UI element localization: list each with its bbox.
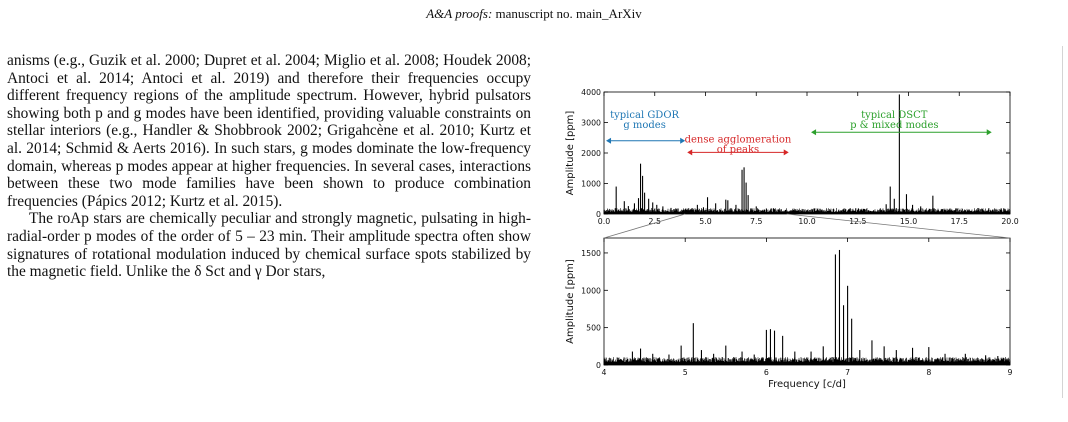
- x-tick-label: 2.5: [649, 217, 661, 226]
- annotation-text: of peaks: [717, 144, 759, 155]
- x-tick-label: 7: [845, 368, 850, 377]
- y-tick-label: 0: [596, 361, 601, 370]
- journal-name: A&A proofs:: [426, 6, 493, 21]
- arrow-head-left: [606, 137, 612, 144]
- annotation-text: g modes: [623, 120, 666, 131]
- text-column: anisms (e.g., Guzik et al. 2000; Dupret …: [7, 52, 531, 281]
- y-tick-label: 4000: [581, 88, 601, 97]
- y-tick-label: 2000: [581, 149, 601, 158]
- y-axis-label: Amplitude [ppm]: [565, 111, 576, 196]
- annotation-text: p & mixed modes: [850, 120, 938, 131]
- arrow-head-right: [680, 137, 686, 144]
- y-tick-label: 500: [586, 324, 601, 333]
- y-tick-label: 1500: [581, 249, 601, 258]
- y-tick-label: 1000: [581, 286, 601, 295]
- x-tick-label: 8: [926, 368, 931, 377]
- x-tick-label: 5.0: [699, 217, 711, 226]
- x-tick-label: 9: [1008, 368, 1013, 377]
- zoom-connector-right: [786, 213, 1011, 239]
- annotation-text: typical DSCT: [861, 110, 928, 121]
- x-tick-label: 17.5: [951, 217, 968, 226]
- arrow-head-right: [986, 129, 992, 136]
- running-header: A&A proofs: manuscript no. main_ArXiv: [0, 6, 1068, 22]
- plot-frame-bottom: [603, 237, 1011, 366]
- arrow-head-left: [687, 149, 693, 156]
- annotation-text: dense agglomeration: [685, 134, 792, 145]
- chart-bottom: 4 5 6 7 8 9 0 500 1000 1500 Amplitude [ppm] Frequen…: [565, 237, 1013, 390]
- x-axis-label: Frequency [c/d]: [768, 379, 846, 390]
- y-tick-label: 3000: [581, 119, 601, 128]
- x-tick-label: 15.0: [900, 217, 917, 226]
- margin-rule: [1062, 46, 1063, 398]
- y-tick-label: 1000: [581, 180, 601, 189]
- x-tick-label: 7.5: [750, 217, 762, 226]
- spectrum-noise-bottom: [603, 357, 1011, 365]
- x-tick-label: 20.0: [1001, 217, 1018, 226]
- x-tick-label: 0.0: [598, 217, 610, 226]
- arrow-head-right: [783, 149, 789, 156]
- x-tick-label: 10.0: [798, 217, 815, 226]
- arrow-head-left: [811, 129, 817, 136]
- zoom-connector-left: [603, 213, 686, 239]
- paragraph-1: anisms (e.g., Guzik et al. 2000; Dupret …: [7, 52, 531, 210]
- x-tick-label: 4: [602, 368, 607, 377]
- chart-top: 0.02.55.07.510.012.515.017.520.001000200…: [565, 88, 1019, 226]
- manuscript-id: manuscript no. main_ArXiv: [495, 6, 642, 21]
- y-axis-label: Amplitude [ppm]: [565, 259, 576, 344]
- x-tick-label: 6: [764, 368, 769, 377]
- paragraph-2: The roAp stars are chemically peculiar a…: [7, 210, 531, 281]
- y-tick-label: 0: [596, 210, 601, 219]
- x-tick-label: 5: [683, 368, 688, 377]
- annotation-text: typical GDOR: [610, 110, 679, 121]
